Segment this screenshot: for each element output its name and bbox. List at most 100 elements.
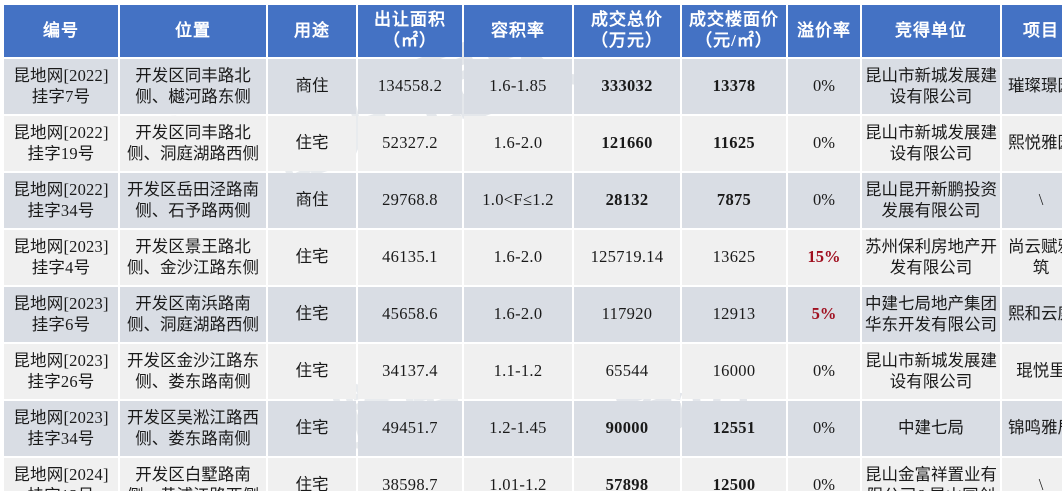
- cell-location: 开发区金沙江路东侧、娄东路南侧: [120, 344, 266, 399]
- cell-usage: 商住: [268, 59, 356, 114]
- column-header-label: 出让面积: [374, 10, 446, 30]
- cell-bidder: 中建七局: [862, 401, 1000, 456]
- cell-far: 1.6-2.0: [464, 230, 572, 285]
- cell-project: 熙悦雅园: [1002, 116, 1062, 171]
- cell-unit: 13378: [682, 59, 786, 114]
- table-row[interactable]: 昆地网[2022]挂字7号 开发区同丰路北侧、樾河路东侧 商住 134558.2 1.6…: [4, 59, 1062, 114]
- cell-bidder: 昆山市新城发展建设有限公司: [862, 116, 1000, 171]
- cell-project: 璀璨璟园: [1002, 59, 1062, 114]
- cell-code: 昆地网[2024]挂字13号: [4, 458, 118, 491]
- column-header-code[interactable]: 编号: [4, 5, 118, 57]
- cell-area: 46135.1: [358, 230, 462, 285]
- column-header-unit[interactable]: 成交楼面价 （元/㎡）: [682, 5, 786, 57]
- cell-total: 117920: [574, 287, 680, 342]
- column-header-unit: （㎡）: [383, 31, 437, 50]
- cell-usage: 住宅: [268, 344, 356, 399]
- cell-total: 28132: [574, 173, 680, 228]
- table-header-row: 编号 位置 用途 出让面积 （㎡） 容积率 成交总价 （万元） 成交楼面价 （元/㎡） 溢价率 竞得单…: [4, 5, 1062, 57]
- column-header-label: 编号: [43, 20, 79, 40]
- cell-usage: 住宅: [268, 230, 356, 285]
- cell-location: 开发区同丰路北侧、樾河路东侧: [120, 59, 266, 114]
- cell-usage: 住宅: [268, 401, 356, 456]
- cell-premium: 0%: [788, 401, 860, 456]
- cell-far: 1.01-1.2: [464, 458, 572, 491]
- cell-unit: 12551: [682, 401, 786, 456]
- cell-code: 昆地网[2023]挂字34号: [4, 401, 118, 456]
- column-header-location[interactable]: 位置: [120, 5, 266, 57]
- cell-premium: 15%: [788, 230, 860, 285]
- table-row[interactable]: 昆地网[2023]挂字4号 开发区景王路北侧、金沙江路东侧 住宅 46135.1 1.6…: [4, 230, 1062, 285]
- cell-code: 昆地网[2022]挂字19号: [4, 116, 118, 171]
- cell-far: 1.1-1.2: [464, 344, 572, 399]
- cell-unit: 12500: [682, 458, 786, 491]
- cell-premium: 0%: [788, 344, 860, 399]
- cell-bidder: 昆山市新城发展建设有限公司: [862, 59, 1000, 114]
- cell-location: 开发区吴淞江路西侧、娄东路南侧: [120, 401, 266, 456]
- cell-unit: 7875: [682, 173, 786, 228]
- cell-usage: 商住: [268, 173, 356, 228]
- column-header-usage[interactable]: 用途: [268, 5, 356, 57]
- cell-project: 熙和云庭: [1002, 287, 1062, 342]
- cell-area: 52327.2: [358, 116, 462, 171]
- cell-far: 1.6-1.85: [464, 59, 572, 114]
- column-header-premium[interactable]: 溢价率: [788, 5, 860, 57]
- cell-premium: 0%: [788, 458, 860, 491]
- cell-bidder: 昆山市新城发展建设有限公司: [862, 344, 1000, 399]
- cell-project: 尚云赋雅筑: [1002, 230, 1062, 285]
- table-row[interactable]: 昆地网[2022]挂字34号 开发区岳田泾路南侧、石予路两侧 商住 29768.8 1.…: [4, 173, 1062, 228]
- cell-premium: 0%: [788, 116, 860, 171]
- cell-far: 1.0<F≤1.2: [464, 173, 572, 228]
- column-header-label: 成交总价: [591, 10, 663, 30]
- cell-code: 昆地网[2023]挂字6号: [4, 287, 118, 342]
- land-transaction-table: 编号 位置 用途 出让面积 （㎡） 容积率 成交总价 （万元） 成交楼面价 （元/㎡） 溢价率 竞得单…: [2, 3, 1062, 491]
- cell-total: 125719.14: [574, 230, 680, 285]
- column-header-far[interactable]: 容积率: [464, 5, 572, 57]
- cell-unit: 13625: [682, 230, 786, 285]
- cell-total: 65544: [574, 344, 680, 399]
- cell-area: 134558.2: [358, 59, 462, 114]
- cell-far: 1.6-2.0: [464, 287, 572, 342]
- column-header-unit: （元/㎡）: [695, 31, 773, 50]
- cell-location: 开发区白墅路南侧、黄浦江路西侧: [120, 458, 266, 491]
- cell-location: 开发区岳田泾路南侧、石予路两侧: [120, 173, 266, 228]
- column-header-project[interactable]: 项目: [1002, 5, 1062, 57]
- cell-project: \: [1002, 173, 1062, 228]
- column-header-label: 位置: [175, 20, 211, 40]
- cell-location: 开发区景王路北侧、金沙江路东侧: [120, 230, 266, 285]
- column-header-label: 用途: [294, 20, 330, 40]
- cell-premium: 0%: [788, 59, 860, 114]
- cell-code: 昆地网[2023]挂字4号: [4, 230, 118, 285]
- cell-area: 45658.6: [358, 287, 462, 342]
- column-header-total[interactable]: 成交总价 （万元）: [574, 5, 680, 57]
- cell-premium: 0%: [788, 173, 860, 228]
- cell-area: 49451.7: [358, 401, 462, 456]
- cell-code: 昆地网[2023]挂字26号: [4, 344, 118, 399]
- table-row[interactable]: 昆地网[2023]挂字26号 开发区金沙江路东侧、娄东路南侧 住宅 34137.4 1.…: [4, 344, 1062, 399]
- cell-project: 锦鸣雅居: [1002, 401, 1062, 456]
- cell-usage: 住宅: [268, 458, 356, 491]
- cell-project: \: [1002, 458, 1062, 491]
- cell-code: 昆地网[2022]挂字7号: [4, 59, 118, 114]
- table-row[interactable]: 昆地网[2022]挂字19号 开发区同丰路北侧、洞庭湖路西侧 住宅 52327.2 1.…: [4, 116, 1062, 171]
- column-header-bidder[interactable]: 竞得单位: [862, 5, 1000, 57]
- cell-total: 121660: [574, 116, 680, 171]
- cell-usage: 住宅: [268, 287, 356, 342]
- cell-premium: 5%: [788, 287, 860, 342]
- cell-project: 琨悦里: [1002, 344, 1062, 399]
- cell-location: 开发区南浜路南侧、洞庭湖路西侧: [120, 287, 266, 342]
- table-body: 昆地网[2022]挂字7号 开发区同丰路北侧、樾河路东侧 商住 134558.2 1.6…: [4, 59, 1062, 491]
- column-header-label: 容积率: [491, 20, 545, 40]
- column-header-area[interactable]: 出让面积 （㎡）: [358, 5, 462, 57]
- table-row[interactable]: 昆地网[2023]挂字34号 开发区吴淞江路西侧、娄东路南侧 住宅 49451.7 1.…: [4, 401, 1062, 456]
- cell-unit: 11625: [682, 116, 786, 171]
- table-row[interactable]: 昆地网[2024]挂字13号开发区白墅路南侧、黄浦江路西侧住宅38598.71.…: [4, 458, 1062, 491]
- cell-total: 333032: [574, 59, 680, 114]
- cell-area: 38598.7: [358, 458, 462, 491]
- cell-bidder: 苏州保利房地产开发有限公司: [862, 230, 1000, 285]
- cell-unit: 12913: [682, 287, 786, 342]
- table-row[interactable]: 昆地网[2023]挂字6号 开发区南浜路南侧、洞庭湖路西侧 住宅 45658.6 1.6…: [4, 287, 1062, 342]
- cell-bidder: 昆山金富祥置业有限公司&昆山国创: [862, 458, 1000, 491]
- cell-far: 1.6-2.0: [464, 116, 572, 171]
- column-header-label: 成交楼面价: [689, 10, 779, 30]
